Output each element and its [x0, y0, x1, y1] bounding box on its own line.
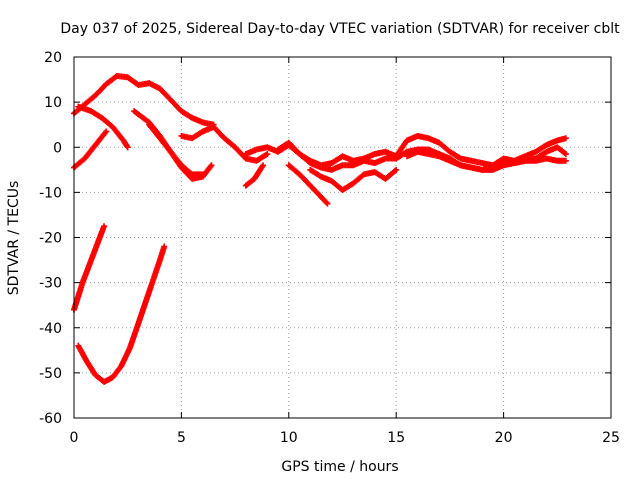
chart-title: Day 037 of 2025, Sidereal Day-to-day VTE… — [60, 21, 620, 37]
data-point — [208, 162, 215, 169]
data-point — [562, 135, 569, 142]
y-tick-label: -60 — [39, 411, 62, 427]
series-arc-9 — [242, 162, 267, 189]
series-arc-13 — [307, 166, 400, 194]
data-point — [264, 151, 271, 158]
data-point — [103, 128, 110, 135]
data-series — [71, 72, 569, 385]
data-point — [393, 166, 400, 173]
data-point — [323, 199, 330, 206]
series-arc-5 — [75, 243, 168, 385]
y-axis-label: SDTVAR / TECUs — [6, 181, 22, 296]
series-arc-3 — [71, 128, 110, 171]
data-point — [101, 223, 108, 230]
y-tick-label: 10 — [44, 95, 62, 111]
x-tick-label: 5 — [177, 430, 186, 446]
y-tick-label: -40 — [39, 321, 62, 337]
x-tick-label: 25 — [602, 430, 620, 446]
y-tick-label: 20 — [44, 50, 62, 66]
x-tick-label: 15 — [387, 430, 405, 446]
x-axis-label: GPS time / hours — [281, 459, 398, 475]
y-tick-label: -10 — [39, 185, 62, 201]
x-tick-label: 0 — [70, 430, 79, 446]
data-point — [161, 243, 168, 250]
data-point — [199, 171, 206, 178]
axis-ticks: 0 5 10 15 20 25 20 10 0 -10 -20 -30 -40 -50 -60 — [39, 50, 620, 446]
x-tick-label: 10 — [280, 430, 298, 446]
y-tick-label: 0 — [53, 140, 62, 156]
data-point — [124, 144, 131, 151]
x-tick-label: 20 — [495, 430, 513, 446]
y-tick-label: -20 — [39, 231, 62, 247]
data-point — [324, 200, 331, 207]
series-arc-14 — [403, 148, 569, 173]
data-point — [392, 167, 399, 174]
y-tick-label: -50 — [39, 366, 62, 382]
data-point — [562, 151, 569, 158]
y-tick-label: -30 — [39, 276, 62, 292]
data-point — [562, 157, 569, 164]
series-arc-2 — [75, 103, 131, 151]
series-arc-7 — [146, 121, 206, 178]
series-arc-12 — [285, 162, 331, 207]
data-point — [260, 162, 267, 169]
